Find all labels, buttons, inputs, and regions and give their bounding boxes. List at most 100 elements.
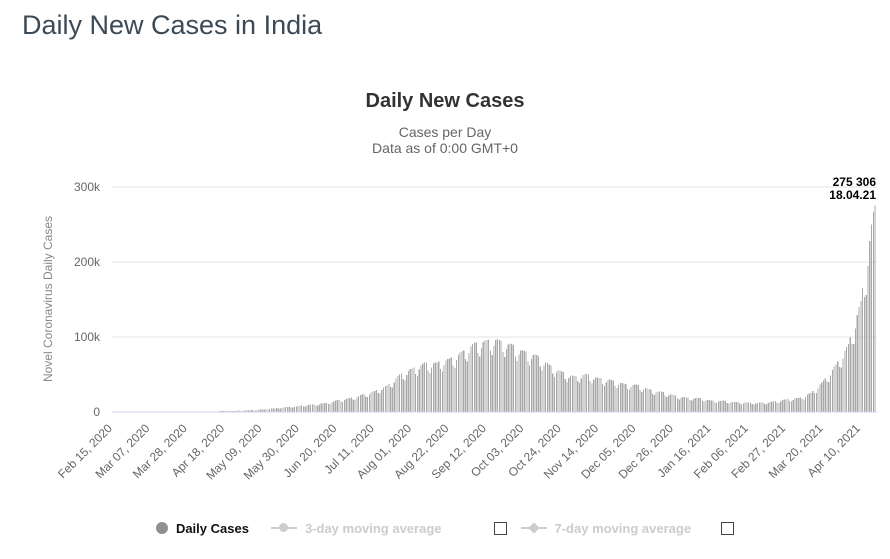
bar[interactable]	[700, 398, 702, 412]
bar[interactable]	[461, 351, 463, 412]
bar[interactable]	[489, 350, 492, 412]
bar[interactable]	[710, 400, 712, 412]
bar[interactable]	[277, 408, 280, 412]
bar[interactable]	[438, 361, 440, 412]
bar[interactable]	[858, 306, 860, 412]
bar[interactable]	[285, 407, 287, 412]
bar[interactable]	[692, 399, 695, 412]
bar[interactable]	[610, 379, 613, 412]
bar[interactable]	[838, 366, 841, 412]
bar[interactable]	[851, 344, 853, 412]
bar[interactable]	[505, 349, 508, 412]
bar[interactable]	[721, 400, 723, 412]
bar[interactable]	[272, 408, 274, 412]
bar[interactable]	[675, 395, 677, 412]
bar[interactable]	[626, 388, 629, 412]
bar[interactable]	[504, 356, 506, 412]
bar[interactable]	[657, 391, 659, 412]
bar[interactable]	[822, 380, 825, 412]
bar[interactable]	[397, 376, 399, 412]
bar[interactable]	[678, 399, 680, 412]
bar[interactable]	[452, 365, 454, 412]
bar[interactable]	[646, 388, 648, 412]
bar[interactable]	[637, 385, 639, 412]
bar[interactable]	[427, 370, 429, 412]
bar[interactable]	[607, 379, 609, 412]
bar[interactable]	[562, 372, 565, 412]
bar[interactable]	[803, 399, 805, 412]
bar[interactable]	[655, 392, 657, 412]
bar[interactable]	[575, 375, 577, 412]
bar[interactable]	[739, 403, 741, 412]
bar[interactable]	[322, 403, 324, 412]
bar[interactable]	[393, 382, 395, 412]
bar[interactable]	[521, 350, 524, 412]
bar[interactable]	[799, 397, 801, 412]
bar[interactable]	[737, 402, 739, 412]
bar[interactable]	[559, 370, 561, 412]
bar[interactable]	[806, 394, 809, 412]
bar[interactable]	[584, 374, 586, 412]
bar[interactable]	[742, 403, 744, 412]
bar[interactable]	[735, 402, 737, 413]
bar[interactable]	[352, 399, 354, 412]
bar[interactable]	[856, 315, 858, 412]
bar[interactable]	[869, 240, 871, 412]
bar[interactable]	[600, 378, 602, 412]
bar[interactable]	[863, 296, 865, 412]
bar[interactable]	[653, 394, 655, 412]
bar[interactable]	[612, 380, 614, 412]
bar[interactable]	[833, 366, 835, 412]
bar[interactable]	[498, 339, 500, 412]
bar[interactable]	[696, 397, 698, 412]
bar[interactable]	[359, 395, 362, 412]
bar[interactable]	[867, 265, 869, 412]
bar[interactable]	[812, 391, 814, 412]
bar[interactable]	[792, 399, 794, 412]
bar[interactable]	[577, 381, 579, 412]
bar[interactable]	[767, 402, 769, 412]
bar[interactable]	[765, 404, 768, 412]
bar[interactable]	[546, 363, 548, 412]
bar[interactable]	[785, 399, 787, 412]
bar[interactable]	[618, 384, 620, 412]
bar[interactable]	[349, 397, 351, 412]
bar[interactable]	[847, 343, 849, 412]
bar[interactable]	[553, 377, 556, 412]
bar[interactable]	[744, 402, 746, 412]
bar[interactable]	[249, 410, 251, 412]
bar[interactable]	[853, 344, 855, 412]
bar[interactable]	[457, 354, 459, 412]
bar[interactable]	[434, 362, 436, 412]
bar[interactable]	[244, 410, 246, 412]
bar[interactable]	[644, 388, 646, 412]
bar[interactable]	[557, 370, 559, 412]
bar[interactable]	[456, 360, 458, 412]
bar[interactable]	[514, 356, 516, 412]
bar[interactable]	[235, 410, 237, 412]
legend-item-7day-moving-average[interactable]: 7-day moving average	[520, 521, 691, 536]
bar[interactable]	[794, 398, 796, 412]
bar[interactable]	[386, 385, 388, 412]
bar[interactable]	[293, 406, 296, 412]
bar[interactable]	[379, 393, 381, 412]
bar[interactable]	[723, 400, 725, 412]
bar[interactable]	[318, 404, 321, 412]
bar[interactable]	[365, 396, 367, 412]
bar[interactable]	[862, 288, 864, 412]
bar[interactable]	[477, 352, 479, 412]
bar[interactable]	[625, 383, 627, 412]
bar[interactable]	[500, 340, 502, 412]
bar[interactable]	[400, 373, 402, 412]
bar[interactable]	[406, 375, 408, 412]
bar[interactable]	[705, 400, 707, 412]
bar[interactable]	[568, 377, 570, 412]
bar[interactable]	[860, 300, 862, 412]
bar[interactable]	[368, 394, 370, 412]
bar[interactable]	[550, 365, 552, 412]
bar[interactable]	[790, 401, 792, 412]
bar[interactable]	[707, 399, 709, 413]
bar[interactable]	[628, 390, 630, 412]
bar[interactable]	[662, 392, 664, 412]
bar[interactable]	[760, 402, 762, 412]
